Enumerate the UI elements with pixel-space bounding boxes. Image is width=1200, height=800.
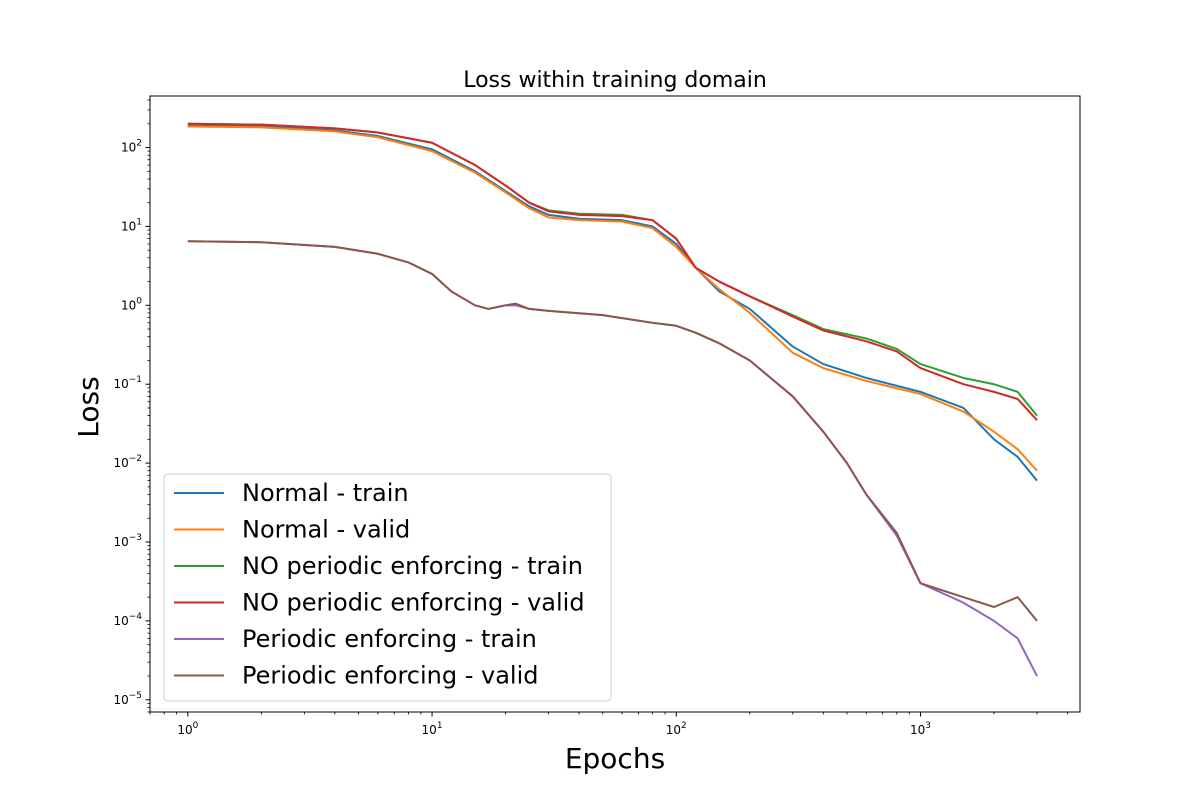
y-tick-label: 10−3 xyxy=(113,533,142,549)
legend-label: Normal - valid xyxy=(242,516,410,544)
y-tick-label: 102 xyxy=(121,139,142,155)
legend-box xyxy=(163,473,612,702)
legend-label: NO periodic enforcing - train xyxy=(242,552,583,580)
series-line-6 xyxy=(187,240,1038,622)
legend-label: Normal - train xyxy=(242,479,409,507)
x-axis-label: Epochs xyxy=(565,742,665,775)
chart-title: Loss within training domain xyxy=(463,68,767,93)
plot-area: 100 101 102 103 102 101 100 10−1 10−2 10−3 10−4 10−… xyxy=(113,99,1068,737)
y-tick-label: 100 xyxy=(121,296,142,312)
x-tick-label: 103 xyxy=(910,721,931,737)
y-tick-label: 10−4 xyxy=(113,612,142,628)
legend: Normal - train Normal - valid NO periodic … xyxy=(163,473,612,702)
y-tick-label: 101 xyxy=(121,217,142,233)
plot-frame xyxy=(149,95,1081,713)
legend-label: Periodic enforcing - train xyxy=(242,625,537,653)
y-tick-label: 10−2 xyxy=(113,454,142,470)
y-tick-label: 10−5 xyxy=(113,691,142,707)
series-line-3 xyxy=(187,122,1038,417)
y-tick-label: 10−1 xyxy=(113,375,142,391)
x-tick-label: 101 xyxy=(422,721,443,737)
y-axis-label: Loss xyxy=(72,376,105,437)
series-line-1 xyxy=(187,124,1038,482)
legend-label: Periodic enforcing - valid xyxy=(242,662,538,690)
legend-label: NO periodic enforcing - valid xyxy=(242,589,585,617)
series-line-4 xyxy=(187,122,1038,421)
x-tick-label: 100 xyxy=(177,721,198,737)
series-line-2 xyxy=(187,125,1038,472)
x-tick-label: 102 xyxy=(666,721,687,737)
